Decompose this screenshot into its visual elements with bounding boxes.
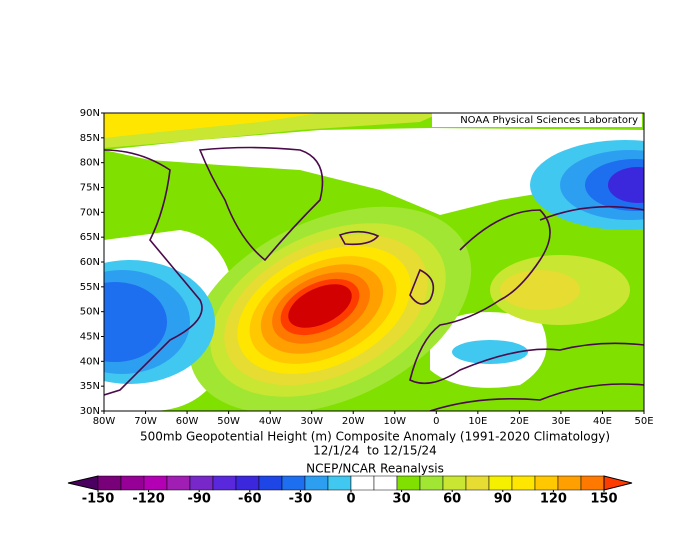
map-title: 500mb Geopotential Height (m) Composite … bbox=[140, 430, 610, 444]
coastline bbox=[338, 230, 380, 246]
colorbar-segment bbox=[511, 475, 536, 491]
colorbar-segment bbox=[327, 475, 352, 491]
negative-region bbox=[104, 282, 167, 362]
colorbar-segment bbox=[373, 475, 398, 491]
colorbar-label: -120 bbox=[132, 492, 165, 507]
colorbar-label: -150 bbox=[82, 492, 115, 507]
colorbar-segment bbox=[488, 475, 513, 491]
positive-region bbox=[288, 284, 352, 328]
colorbar-segment bbox=[304, 475, 329, 491]
lon-label: 10E bbox=[468, 416, 487, 427]
colorbar-label: 30 bbox=[393, 492, 411, 507]
colorbar-end bbox=[67, 475, 99, 491]
anomaly-field bbox=[104, 113, 644, 411]
lat-label: 40N bbox=[80, 356, 100, 367]
colorbar-segment bbox=[442, 475, 467, 491]
date-range: 12/1/24 to 12/15/24 bbox=[313, 444, 437, 458]
credit-box bbox=[432, 113, 642, 127]
positive-region bbox=[500, 270, 580, 310]
lon-label: 70W bbox=[134, 416, 157, 427]
lon-label: 60W bbox=[176, 416, 199, 427]
coastline bbox=[198, 146, 324, 262]
colorbar-label: 90 bbox=[494, 492, 512, 507]
credit: NOAA Physical Sciences Laboratory bbox=[460, 115, 638, 126]
colorbar-segment bbox=[97, 475, 122, 491]
lat-label: 65N bbox=[80, 232, 100, 243]
lon-label: 20W bbox=[342, 416, 365, 427]
coastline bbox=[429, 383, 644, 411]
colorbar-label: 150 bbox=[590, 492, 617, 507]
colorbar-segment bbox=[258, 475, 283, 491]
colorbar-label: 60 bbox=[443, 492, 461, 507]
zero-region bbox=[104, 128, 644, 215]
colorbar-segment bbox=[166, 475, 191, 491]
colorbar-label: -90 bbox=[187, 492, 211, 507]
lon-label: 50E bbox=[634, 416, 653, 427]
lat-label: 60N bbox=[80, 257, 100, 268]
colorbar-segment bbox=[350, 475, 375, 491]
lat-label: 85N bbox=[80, 133, 100, 144]
lat-label: 55N bbox=[80, 282, 100, 293]
lat-label: 35N bbox=[80, 381, 100, 392]
lon-label: 50W bbox=[217, 416, 240, 427]
colorbar-segment bbox=[534, 475, 559, 491]
lat-label: 30N bbox=[80, 406, 100, 417]
lon-label: 20E bbox=[510, 416, 529, 427]
colorbar-segment bbox=[235, 475, 260, 491]
colorbar-label: 120 bbox=[540, 492, 567, 507]
colorbar-segment bbox=[212, 475, 237, 491]
colorbar-segment bbox=[465, 475, 490, 491]
coastline bbox=[409, 268, 435, 305]
lon-label: 30E bbox=[551, 416, 570, 427]
lon-label: 40E bbox=[593, 416, 612, 427]
lat-label: 90N bbox=[80, 108, 100, 119]
negative-region bbox=[608, 167, 644, 203]
colorbar-segment bbox=[120, 475, 145, 491]
colorbar-segment bbox=[557, 475, 582, 491]
lon-label: 10W bbox=[383, 416, 406, 427]
data-source: NCEP/NCAR Reanalysis bbox=[306, 462, 444, 476]
lat-label: 50N bbox=[80, 307, 100, 318]
colorbar-label: -30 bbox=[289, 492, 313, 507]
colorbar-label: 0 bbox=[346, 492, 355, 507]
colorbar-segment bbox=[419, 475, 444, 491]
coastline bbox=[539, 205, 644, 221]
negative-region bbox=[452, 340, 528, 364]
lat-label: 70N bbox=[80, 207, 100, 218]
lat-label: 75N bbox=[80, 183, 100, 194]
lon-label: 80W bbox=[93, 416, 116, 427]
colorbar-segment bbox=[143, 475, 168, 491]
colorbar-segment bbox=[396, 475, 421, 491]
positive-region bbox=[104, 113, 320, 138]
lon-label: 30W bbox=[300, 416, 323, 427]
colorbar-end bbox=[603, 475, 633, 491]
coastline bbox=[104, 149, 203, 396]
lon-label: 40W bbox=[259, 416, 282, 427]
lat-label: 45N bbox=[80, 332, 100, 343]
lon-label: 0 bbox=[433, 416, 439, 427]
colorbar-segment bbox=[580, 475, 605, 491]
lat-label: 80N bbox=[80, 158, 100, 169]
colorbar-label: -60 bbox=[238, 492, 262, 507]
colorbar-segment bbox=[281, 475, 306, 491]
colorbar-segment bbox=[189, 475, 214, 491]
coastline bbox=[409, 209, 644, 385]
